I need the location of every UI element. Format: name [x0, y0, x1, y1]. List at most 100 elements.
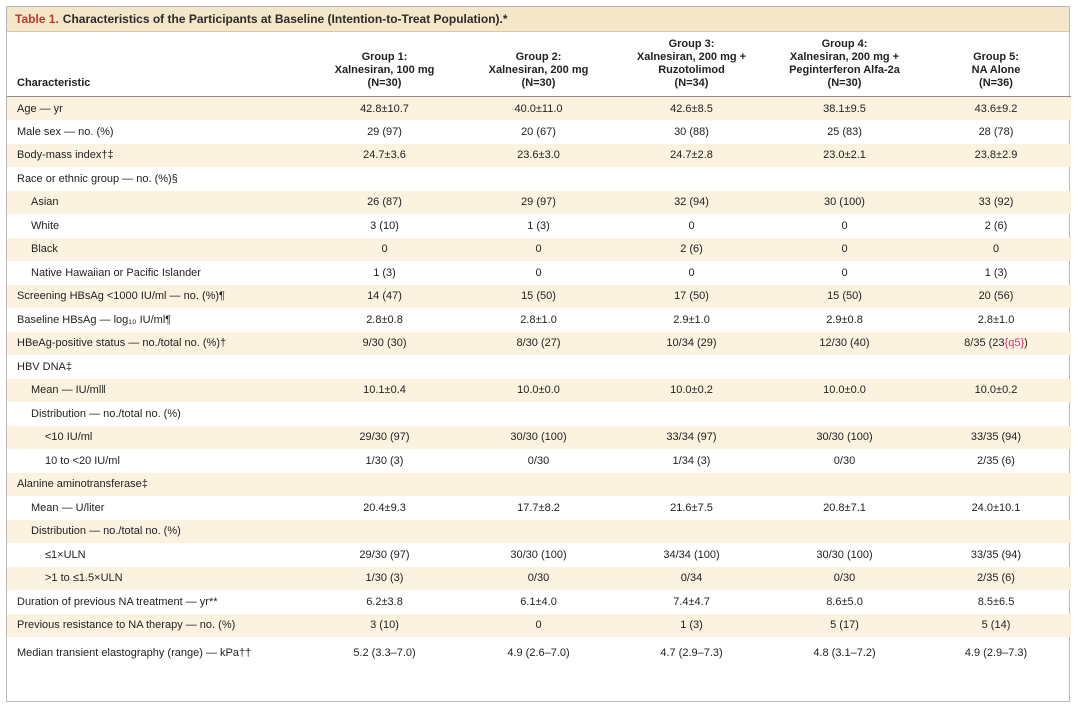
cell-group-3: 33/34 (97): [615, 425, 768, 449]
table-row: Race or ethnic group — no. (%)§: [7, 167, 1071, 191]
cell-group-3: 4.7 (2.9–7.3): [660, 646, 723, 659]
cell-group-4: 30 (100): [768, 190, 921, 214]
cell-group-2: 30/30 (100): [462, 425, 615, 449]
header-group-3: Group 3: Xalnesiran, 200 mg + Ruzotolimo…: [615, 32, 768, 97]
cell-group-5: 2 (6): [984, 219, 1008, 232]
table-row: White 3 (10) 1 (3) 0 0 2 (6): [7, 214, 1071, 238]
cell-group-2: 0: [462, 237, 615, 261]
cell-group-4: 5 (17): [768, 613, 921, 637]
cell-group-3: 34/34 (100): [663, 548, 720, 561]
cell-group-5: 24.0±10.1: [971, 501, 1021, 514]
header-row: Characteristic Group 1: Xalnesiran, 100 …: [7, 32, 1071, 97]
cell-group-1: 1/30 (3): [365, 454, 404, 467]
cell-group-4: 0: [841, 219, 848, 232]
cell-group-3: 2 (6): [615, 237, 768, 261]
row-label: <10 IU/ml: [7, 425, 307, 449]
header-line: Group 5:: [973, 51, 1019, 63]
header-line: NA Alone: [971, 64, 1021, 76]
table-row: Age — yr 42.8±10.7 40.0±11.0 42.6±8.5 38.1±9…: [7, 96, 1071, 120]
cell-group-4: [768, 472, 921, 496]
row-label: Age — yr: [7, 96, 307, 120]
cell-group-3: 17 (50): [615, 284, 768, 308]
cell-group-1: 29 (97): [367, 125, 402, 138]
header-line: Xalnesiran, 200 mg +: [636, 51, 747, 63]
cell-group-4: 23.0±2.1: [768, 143, 921, 167]
cell-group-5: [921, 167, 1071, 191]
header-line: Xalnesiran, 100 mg: [334, 64, 435, 76]
cell-group-4: 0/30: [833, 454, 856, 467]
cell-group-2: 2.8±1.0: [520, 313, 557, 326]
cell-group-3: 10.0±0.2: [615, 378, 768, 402]
cell-group-5: 2/35 (6): [921, 566, 1071, 590]
cell-group-5: 2/35 (6): [977, 454, 1015, 467]
cell-group-5: 8.5±6.5: [977, 595, 1015, 608]
cell-group-2: 0/30: [527, 454, 550, 467]
cell-group-3: [615, 167, 768, 191]
row-label: Asian: [7, 190, 307, 214]
cell-group-2: 29 (97): [462, 190, 615, 214]
cell-group-1: 3 (10): [370, 219, 399, 232]
cell-group-3: [615, 519, 768, 543]
table-row: <10 IU/ml 29/30 (97) 30/30 (100) 33/34 (97)…: [7, 425, 1071, 449]
table-row: Native Hawaiian or Pacific Islander 1 (3)…: [7, 261, 1071, 285]
cell-group-4: 8.6±5.0: [826, 595, 863, 608]
cell-group-1: 14 (47): [307, 284, 462, 308]
characteristics-table: Characteristic Group 1: Xalnesiran, 100 …: [7, 32, 1071, 668]
header-line: (N=36): [979, 77, 1013, 89]
row-label: Screening HBsAg <1000 IU/ml — no. (%)¶: [7, 284, 307, 308]
header-line: Xalnesiran, 200 mg +: [789, 51, 900, 63]
cell-group-5: 1 (3): [984, 266, 1008, 279]
cell-group-4: [768, 402, 921, 426]
cell-group-1: [307, 402, 462, 426]
cell-group-4: 15 (50): [768, 284, 921, 308]
cell-group-4: 25 (83): [827, 125, 862, 138]
row-label: >1 to ≤1.5×ULN: [7, 566, 307, 590]
cell-group-2: [462, 355, 615, 379]
table-frame: Table 1. Characteristics of the Particip…: [6, 6, 1071, 702]
cell-group-1: [307, 355, 462, 379]
cell-group-3: 42.6±8.5: [615, 96, 768, 120]
cell-group-3: 0: [688, 266, 695, 279]
row-label: Native Hawaiian or Pacific Islander: [31, 266, 201, 279]
table-row: Previous resistance to NA therapy — no. …: [7, 613, 1071, 637]
cell-group-1: 29/30 (97): [307, 425, 462, 449]
cell-group-1: 10.1±0.4: [307, 378, 462, 402]
cell-group-1: 5.2 (3.3–7.0): [353, 646, 416, 659]
cell-group-2: 8/30 (27): [462, 331, 615, 355]
cell-group-1: 29/30 (97): [359, 548, 410, 561]
cell-group-3: 1 (3): [615, 613, 768, 637]
table-row: HBeAg-positive status — no./total no. (%…: [7, 331, 1071, 355]
table-row: Body-mass index†‡ 24.7±3.6 23.6±3.0 24.7±2.…: [7, 143, 1071, 167]
cell-group-1: 3 (10): [307, 613, 462, 637]
cell-group-1: 24.7±3.6: [307, 143, 462, 167]
cell-group-4: 12/30 (40): [768, 331, 921, 355]
cell-group-1: 0: [307, 237, 462, 261]
cell-group-3: 0: [688, 219, 695, 232]
cell-group-1: [307, 519, 462, 543]
cell-group-3: 32 (94): [615, 190, 768, 214]
table-body: Age — yr 42.8±10.7 40.0±11.0 42.6±8.5 38.1±9…: [7, 96, 1071, 669]
table-row: Male sex — no. (%) 29 (97) 20 (67) 30 (88) 2…: [7, 120, 1071, 144]
table-row: Black 0 0 2 (6) 0 0: [7, 237, 1071, 261]
cell-group-5: [921, 355, 1071, 379]
cell-group-5: 5 (14): [921, 613, 1071, 637]
cell-group-5: 23.8±2.9: [921, 143, 1071, 167]
cell-group-3: [615, 472, 768, 496]
table-row: Asian 26 (87) 29 (97) 32 (94) 30 (100) 33 (92…: [7, 190, 1071, 214]
cell-group-5: 20 (56): [921, 284, 1071, 308]
header-line: (N=30): [367, 77, 402, 89]
header-group-1: Group 1: Xalnesiran, 100 mg (N=30): [307, 32, 462, 97]
row-label: Mean — IU/ml‖: [7, 378, 307, 402]
cell-group-4: 30/30 (100): [816, 548, 873, 561]
cell-group-2: 40.0±11.0: [462, 96, 615, 120]
cell-group-1: 6.2±3.8: [366, 595, 403, 608]
table-row: ≤1×ULN 29/30 (97) 30/30 (100) 34/34 (100) 30…: [7, 543, 1071, 567]
cell-group-1: [307, 472, 462, 496]
cell-group-4: [768, 355, 921, 379]
cell-group-3: 30 (88): [674, 125, 709, 138]
header-line: (N=30): [521, 77, 556, 89]
table-row: Duration of previous NA treatment — yr**…: [7, 590, 1071, 614]
cell-group-2: [462, 167, 615, 191]
row-label: Duration of previous NA treatment — yr**: [17, 595, 218, 608]
cell-group-5: [921, 472, 1071, 496]
